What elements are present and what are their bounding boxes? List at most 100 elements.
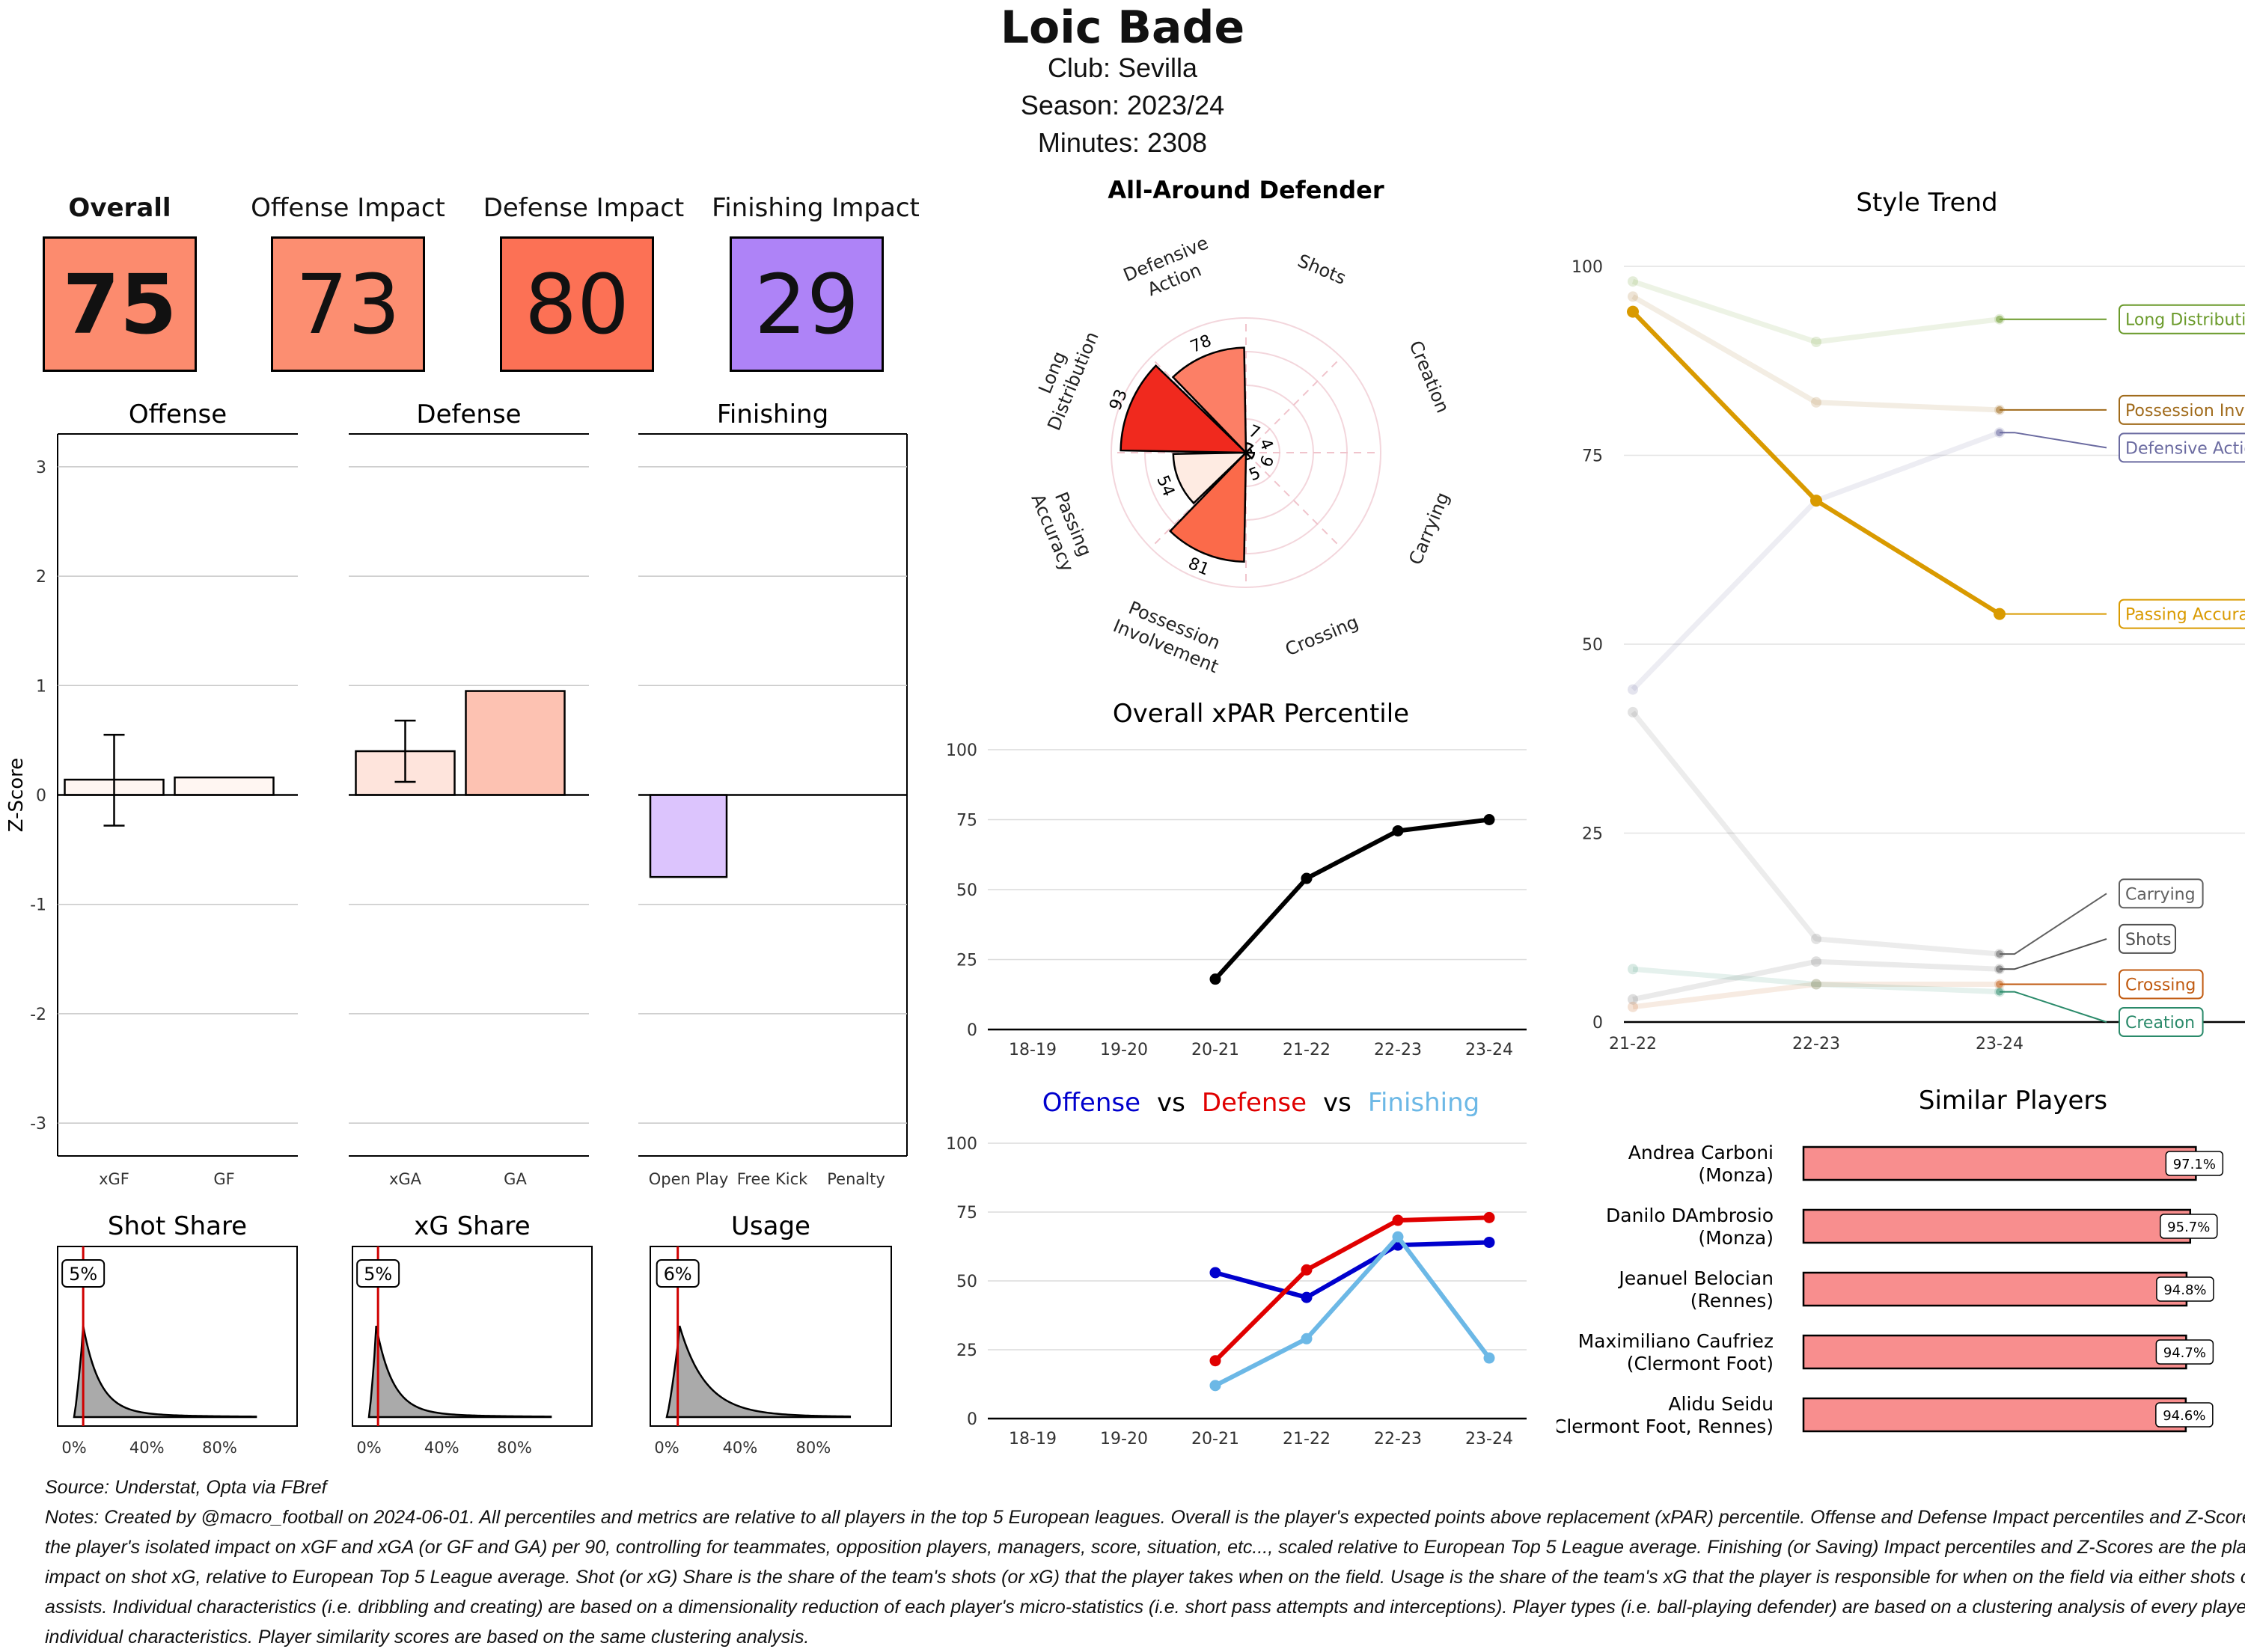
data-point (1209, 1267, 1221, 1279)
radar-wedge (1168, 450, 1247, 563)
y-tick-label: 0 (1592, 1014, 1603, 1032)
player-value-label: 6% (664, 1264, 692, 1285)
trend-point (1628, 994, 1638, 1005)
x-tick-label: 22-23 (1374, 1041, 1422, 1059)
y-tick-label: 25 (1582, 825, 1603, 844)
source-note: Source: Understat, Opta via FBref (45, 1477, 327, 1498)
radar-spoke (1150, 452, 1247, 548)
trend-point (1811, 979, 1821, 990)
x-tick-label: 23-24 (1465, 1430, 1513, 1444)
notes-line: assists. Individual characteristics (i.e… (45, 1597, 2245, 1618)
offense-impact-label: Offense Impact (251, 193, 445, 223)
density-area (367, 1325, 552, 1419)
x-tick-label: 20-21 (1191, 1430, 1239, 1444)
notes-line: impact on shot xG, relative to European … (45, 1567, 2245, 1588)
x-tick-label: 18-19 (1009, 1430, 1057, 1444)
y-tick-label: 2 (36, 568, 46, 587)
player-value-box (61, 1259, 106, 1288)
x-tick-label: GA (504, 1170, 527, 1188)
y-tick-label: 75 (956, 1204, 977, 1223)
x-tick-label: 80% (497, 1439, 532, 1457)
series-line (1214, 1235, 1491, 1388)
defense-impact-label: Defense Impact (483, 193, 685, 223)
chart-title: Offense vs Defense vs Finishing (1042, 1088, 1480, 1118)
player-name: Loic Bade (1000, 1, 1245, 54)
data-point (1301, 1333, 1313, 1344)
x-tick-label: 21-22 (1609, 1035, 1657, 1053)
series-label-box (2119, 599, 2245, 629)
chart-title: Similar Players (1919, 1086, 2107, 1116)
x-tick-label: 23-24 (1465, 1041, 1513, 1059)
similarity-value-label: 94.7% (2163, 1345, 2206, 1361)
series-label: Possession Involvement (2125, 402, 2245, 420)
title-part: Defense (1202, 1088, 1307, 1118)
series-label-box (2119, 304, 2245, 334)
distribution-title: Usage (731, 1211, 810, 1241)
label-leader (2000, 991, 2107, 1023)
series-label: Defensive Action (2125, 439, 2245, 458)
radar-wedge (1171, 346, 1247, 456)
radar-category-label: Creation (1405, 337, 1453, 416)
notes-line: individual characteristics. Player simil… (45, 1627, 810, 1648)
y-tick-label: -1 (30, 896, 46, 915)
player-value-label: 5% (69, 1264, 97, 1285)
y-tick-label: 50 (956, 881, 977, 900)
x-tick-label: xGF (99, 1170, 129, 1188)
data-point (1483, 1211, 1495, 1223)
distribution-charts: Shot Share 5% 0% 40% 80% xG Share 5% 0% 40% 80% Us… (57, 1211, 892, 1457)
radar-spoke (1245, 452, 1342, 548)
x-tick-label: 80% (202, 1439, 237, 1457)
similarity-bar (1802, 1271, 2188, 1307)
trend-point (1811, 933, 1821, 944)
series-label-box (2119, 969, 2204, 1000)
series-label: Creation (2125, 1014, 2195, 1032)
radar-title: All-Around Defender (1108, 176, 1384, 204)
minutes-line: Minutes: 2308 (823, 127, 1422, 159)
x-tick-label: 40% (723, 1439, 758, 1457)
x-tick-label: 22-23 (1374, 1430, 1422, 1444)
y-tick-label: 25 (956, 1342, 977, 1360)
y-tick-label: 1 (36, 677, 46, 696)
player-value-label: 5% (364, 1264, 392, 1285)
x-tick-label: Open Play (649, 1170, 729, 1188)
data-point (1483, 814, 1495, 825)
player-value-box (656, 1259, 700, 1288)
series-label-box (2119, 878, 2204, 909)
trend-point (1628, 276, 1638, 287)
label-anchor-point (1996, 429, 2003, 437)
x-tick-label: 19-20 (1100, 1430, 1148, 1444)
similar-player-name: Alidu Seidu (1668, 1393, 1774, 1415)
radar-value-label: 54 (1152, 473, 1178, 499)
similarity-value-box (2155, 1402, 2214, 1428)
trend-line-faded (1631, 278, 2000, 345)
similarity-value-box (2165, 1151, 2224, 1176)
radar-ring (1111, 317, 1381, 588)
similar-player-name: Andrea Carboni (1628, 1142, 1774, 1163)
series-label: Passing Accuracy (2125, 606, 2245, 625)
radar-wedge (1172, 451, 1249, 505)
similarity-value-box (2160, 1214, 2218, 1239)
series-label-box (2119, 394, 2245, 425)
offense-defense-finishing-chart: Offense vs Defense vs Finishing 100 75 50 25 0 18-… (946, 1088, 1527, 1444)
x-tick-label: 0% (654, 1439, 679, 1457)
club-value: Sevilla (1118, 52, 1198, 83)
label-anchor-point (1996, 965, 2003, 973)
similarity-bar (1802, 1208, 2192, 1244)
similarity-value-label: 94.6% (2163, 1408, 2205, 1424)
radar-value-label: 4 (1255, 436, 1276, 453)
series-label: Shots (2125, 931, 2171, 949)
series-line (1215, 1240, 1490, 1300)
similar-player-club: (Monza) (1698, 1227, 1774, 1249)
style-radar-chart: All-Around Defender7Shots4Creation6Carry… (1027, 176, 1453, 677)
x-tick-label: 20-21 (1191, 1041, 1239, 1059)
club-line: Club: Sevilla (823, 52, 1422, 84)
offense-impact-box: 73 (271, 236, 425, 372)
y-tick-label: 75 (1582, 447, 1603, 466)
similarity-bar (1802, 1397, 2187, 1433)
trend-line-faded (1631, 429, 2001, 692)
data-point (1209, 1355, 1221, 1367)
trend-point (1628, 291, 1638, 302)
